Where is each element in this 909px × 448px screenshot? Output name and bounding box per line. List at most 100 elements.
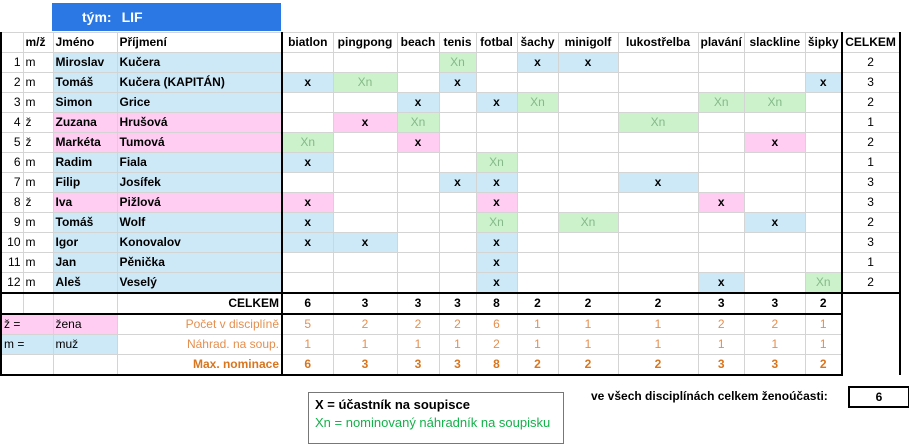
summary-value: 1 [516,313,559,335]
player-row: 2 m Tomáš Kučera (KAPITÁN) x Xn x x 3 [0,72,901,93]
discipline-cell [617,52,699,73]
summary-value: 3 [697,354,745,376]
discipline-cell [332,212,398,233]
discipline-cell [804,52,843,73]
discipline-cell [697,252,745,273]
discipline-cell: x [396,92,440,113]
discipline-cell [743,152,806,173]
player-total: 3 [840,172,901,193]
player-last-name: Pižlová [116,192,283,213]
legend-key: m = [0,334,54,355]
player-row: 4 ž Zuzana Hrušová x Xn Xn 1 [0,112,901,133]
discipline-cell: x [475,192,518,213]
summary-value: 1 [516,334,559,355]
player-row: 7 m Filip Josífek x x x 3 [0,172,901,193]
discipline-cell [557,172,619,193]
legend-value: žena [52,313,118,335]
player-row: 11 m Jan Pěnička x 1 [0,252,901,273]
discipline-cell: Xn [475,212,518,233]
player-num: 11 [0,252,24,273]
discipline-cell [697,132,745,153]
discipline-cell [617,252,699,273]
discipline-cell: x [396,132,440,153]
discipline-cell [516,252,559,273]
summary-value: 2 [438,313,477,335]
summary-row: Max. nominace 6 3 3 3 8 2 2 2 3 3 2 [0,354,900,376]
summary-value: 2 [743,313,806,335]
discipline-cell [617,272,699,294]
legend-value [52,354,118,376]
header-discipline: lukostřelba [617,32,699,53]
header-discipline: tenis [438,32,477,53]
discipline-cell: x [697,272,745,294]
summary-value: 6 [281,354,334,376]
player-last-name: Josífek [116,172,283,193]
discipline-cell [438,132,477,153]
summary-row: ž = žena Počet v disciplíně 5 2 2 2 6 1 1 1 2 2 1 [0,313,900,335]
discipline-cell [475,112,518,133]
discipline-cell [617,152,699,173]
summary-value: 1 [281,334,334,355]
summary-value: 2 [475,334,518,355]
discipline-cell: x [281,232,334,253]
player-first-name: Radim [52,152,118,173]
discipline-cell [804,192,843,213]
summary-value: 1 [557,313,619,335]
total-value: 3 [438,292,477,315]
summary-value: 2 [332,313,398,335]
player-row: 8 ž Iva Pižlová x x x 3 [0,192,901,213]
summary-value: 2 [557,354,619,376]
player-gender: ž [22,132,54,153]
discipline-cell [332,172,398,193]
discipline-cell [396,172,440,193]
player-gender: ž [22,192,54,213]
summary-value: 2 [396,313,440,335]
summary-label: Max. nominace [116,354,283,376]
player-total: 2 [840,212,901,233]
discipline-cell [281,252,334,273]
player-num: 4 [0,112,24,133]
summary-value: 3 [438,354,477,376]
discipline-cell [281,272,334,294]
discipline-cell [557,252,619,273]
summary-value: 1 [396,334,440,355]
player-row: 10 m Igor Konovalov x x x 3 [0,232,901,253]
discipline-cell [743,172,806,193]
player-total: 2 [840,52,901,73]
total-value: 3 [332,292,398,315]
discipline-cell [697,72,745,93]
player-last-name: Wolf [116,212,283,233]
spacer [52,292,118,315]
header-discipline: beach [396,32,440,53]
discipline-cell [516,192,559,213]
discipline-cell [804,92,843,113]
discipline-cell [396,152,440,173]
discipline-cell: x [475,172,518,193]
header-discipline: pingpong [332,32,398,53]
spacer [22,292,54,315]
discipline-cell: x [475,252,518,273]
player-first-name: Miroslav [52,52,118,73]
player-last-name: Grice [116,92,283,113]
discipline-cell [516,232,559,253]
header-row: m/ž Jméno Příjmení biatlon pingpong beach teni… [0,32,901,53]
legend-key [0,354,54,376]
legend-box: X = účastník na soupisce Xn = nominovaný… [308,392,564,444]
discipline-cell [557,72,619,93]
discipline-cell [557,92,619,113]
discipline-cell [332,272,398,294]
player-total: 1 [840,152,901,173]
discipline-cell: Xn [804,272,843,294]
player-last-name: Fiala [116,152,283,173]
discipline-cell: x [475,92,518,113]
discipline-cell [697,212,745,233]
discipline-cell [516,112,559,133]
discipline-cell [438,272,477,294]
discipline-cell [396,272,440,294]
player-first-name: Jan [52,252,118,273]
header-discipline: biatlon [281,32,334,53]
total-value: 2 [804,292,843,315]
discipline-cell: Xn [281,132,334,153]
discipline-cell [804,252,843,273]
player-num: 5 [0,132,24,153]
